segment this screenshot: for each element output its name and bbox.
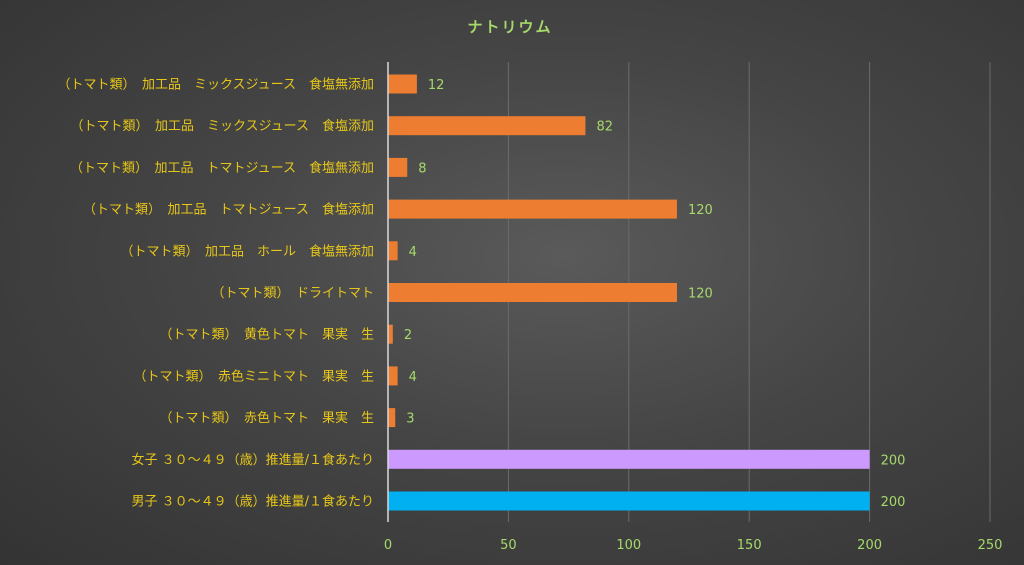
bar: [388, 74, 417, 94]
data-label: 4: [409, 370, 417, 385]
bar: [388, 449, 870, 469]
x-tick-label: 150: [737, 538, 762, 553]
category-label: （トマト類） 赤色トマト 果実 生: [159, 410, 374, 426]
bar: [388, 366, 398, 386]
category-label: （トマト類） 加工品 ミックスジュース 食塩無添加: [57, 77, 374, 93]
value-labels: 12 82 8 120 4 120 2 4 3 200 200: [404, 78, 906, 510]
x-tick-label: 100: [616, 538, 641, 553]
category-label: （トマト類） 赤色ミニトマト 果実 生: [133, 368, 374, 384]
data-label: 4: [409, 245, 417, 260]
data-label: 200: [881, 453, 906, 468]
x-tick-label: 250: [978, 538, 1003, 553]
data-label: 8: [418, 161, 426, 176]
category-label: （トマト類） 加工品 トマトジュース 食塩無添加: [70, 160, 374, 176]
chart-title: ナトリウム: [467, 18, 552, 36]
bar: [388, 241, 398, 261]
bar: [388, 408, 396, 428]
data-label: 82: [596, 120, 613, 135]
category-label: （トマト類） ドライトマト: [211, 286, 374, 301]
x-tick-labels: 0 50 100 150 200 250: [384, 538, 1003, 553]
bar: [388, 283, 677, 302]
x-tick-label: 0: [384, 538, 392, 553]
bar: [388, 324, 393, 344]
category-label: （トマト類） 加工品 トマトジュース 食塩添加: [83, 202, 374, 218]
data-label: 200: [881, 495, 906, 510]
category-label: （トマト類） 黄色トマト 果実 生: [159, 327, 374, 343]
bar: [388, 491, 870, 511]
x-tick-label: 50: [500, 538, 517, 553]
data-label: 3: [406, 412, 414, 427]
category-label: 女子 ３０～４９（歳）推進量/１食あたり: [131, 452, 374, 468]
bar: [388, 157, 408, 177]
gridlines: [507, 62, 991, 522]
category-label: 男子 ３０～４９（歳）推進量/１食あたり: [131, 494, 374, 510]
x-tick-label: 200: [857, 538, 882, 553]
data-label: 2: [404, 328, 412, 343]
category-label: （トマト類） 加工品 ホール 食塩無添加: [120, 243, 374, 259]
data-label: 12: [428, 78, 445, 93]
bar: [388, 116, 586, 136]
bars: [388, 74, 870, 511]
data-label: 120: [688, 203, 713, 218]
data-label: 120: [688, 287, 713, 302]
category-labels: （トマト類） 加工品 ミックスジュース 食塩無添加 （トマト類） 加工品 ミックス…: [57, 77, 374, 510]
bar: [388, 199, 677, 219]
category-label: （トマト類） 加工品 ミックスジュース 食塩添加: [70, 118, 374, 134]
